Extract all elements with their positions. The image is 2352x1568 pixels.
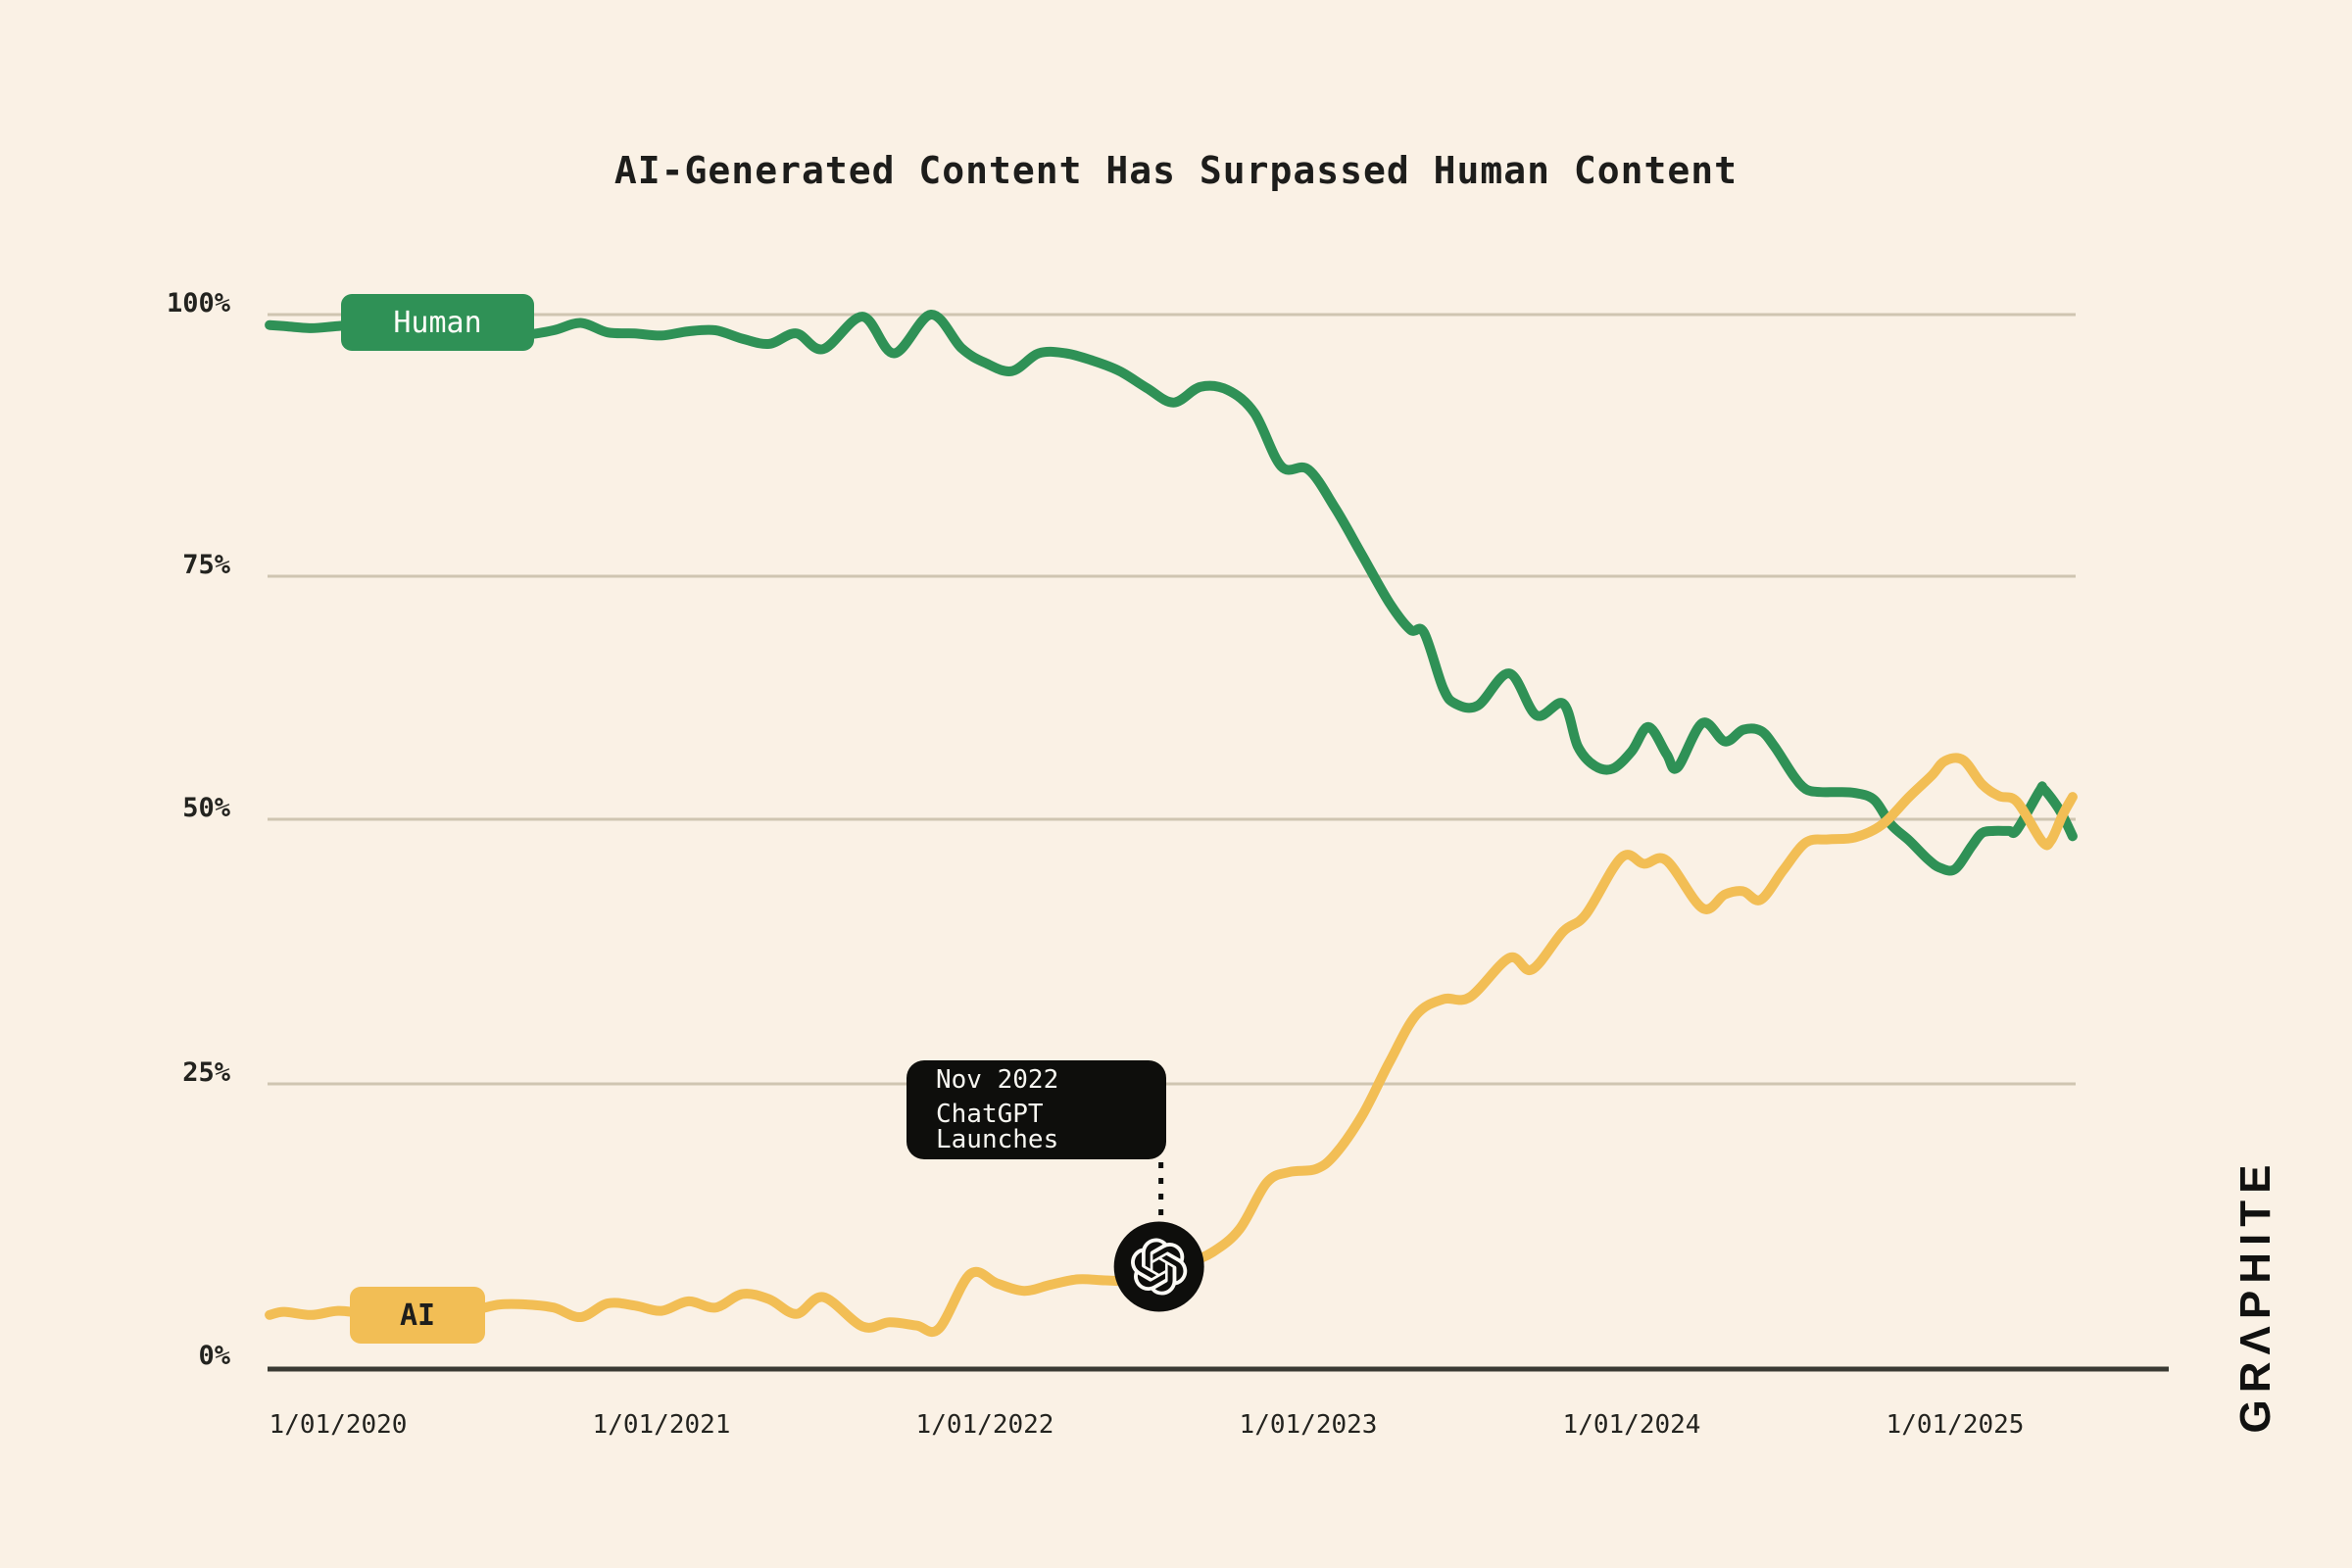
x-tick-label-1-01-2025: 1/01/2025 (1886, 1410, 2025, 1440)
x-tick-label-1-01-2021: 1/01/2021 (593, 1410, 731, 1440)
y-tick-label-0%: 0% (198, 1341, 230, 1371)
series-line-human (265, 310, 2078, 876)
chatgpt-marker-circle (1113, 1221, 1204, 1312)
annotation-line1: Nov 2022 (936, 1065, 1059, 1095)
x-tick-label-1-01-2023: 1/01/2023 (1240, 1410, 1378, 1440)
y-tick-label-100%: 100% (167, 288, 231, 318)
x-tick-label-1-01-2024: 1/01/2024 (1563, 1410, 1701, 1440)
legend-badge-ai: AI (350, 1287, 485, 1344)
graphite-logo: GRΛPHITE (2231, 1157, 2279, 1434)
y-tick-label-25%: 25% (182, 1057, 231, 1088)
legend-badge-human: Human (341, 294, 534, 351)
legend-badge-human-label: Human (393, 305, 482, 340)
series-line-ai (265, 753, 2078, 1338)
openai-logo-icon (1131, 1238, 1188, 1296)
y-tick-label-75%: 75% (182, 550, 231, 580)
annotation-box: Nov 2022 ChatGPT Launches (906, 1060, 1166, 1159)
chart-title: AI-Generated Content Has Surpassed Human… (613, 149, 1739, 192)
y-tick-label-50%: 50% (182, 793, 231, 823)
x-tick-label-1-01-2020: 1/01/2020 (270, 1410, 408, 1440)
annotation-line2: ChatGPT Launches (936, 1100, 1059, 1154)
x-tick-label-1-01-2022: 1/01/2022 (916, 1410, 1054, 1440)
legend-badge-ai-label: AI (399, 1298, 436, 1333)
